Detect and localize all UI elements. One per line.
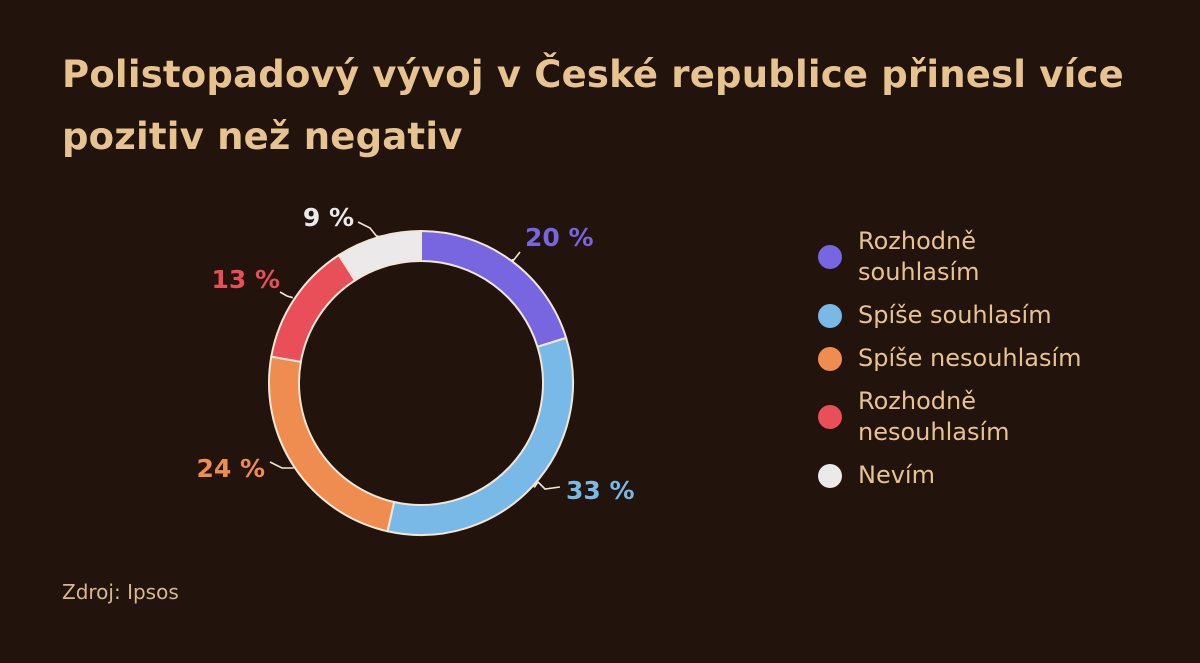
donut-slice-3 bbox=[268, 355, 396, 533]
leader-line-4 bbox=[279, 291, 294, 299]
legend-swatch-1 bbox=[818, 245, 842, 269]
leader-line-1 bbox=[511, 251, 521, 263]
chart-title: Polistopadový vývoj v České republice př… bbox=[62, 53, 1124, 158]
data-label-1: 20 % bbox=[525, 223, 594, 252]
data-label-4: 13 % bbox=[211, 265, 280, 294]
legend-item-2: Spíše souhlasím bbox=[818, 300, 1188, 331]
legend-item-3: Spíše nesouhlasím bbox=[818, 343, 1188, 374]
donut-slice-5 bbox=[337, 229, 422, 282]
legend-swatch-5 bbox=[818, 463, 842, 488]
legend-swatch-2 bbox=[818, 303, 842, 328]
legend-swatch-4 bbox=[818, 405, 842, 429]
leader-line-2 bbox=[533, 480, 561, 490]
data-label-3: 24 % bbox=[196, 454, 265, 483]
source-note: Zdroj: Ipsos bbox=[62, 580, 179, 604]
legend-item-1: Rozhodně souhlasím bbox=[818, 226, 1188, 288]
legend-item-4: Rozhodně nesouhlasím bbox=[818, 386, 1188, 448]
leader-line-3 bbox=[269, 461, 295, 469]
legend-item-5: Nevím bbox=[818, 460, 1188, 491]
donut-slice-2 bbox=[386, 336, 574, 536]
chart-legend: Rozhodně souhlasím Spíše souhlasím Spíše n… bbox=[818, 226, 1188, 503]
leader-line-5 bbox=[357, 221, 380, 241]
data-label-2: 33 % bbox=[566, 476, 635, 505]
legend-label-4: Rozhodně nesouhlasím bbox=[858, 387, 1010, 446]
legend-label-5: Nevím bbox=[858, 461, 935, 489]
legend-label-1: Rozhodně souhlasím bbox=[858, 227, 980, 286]
legend-swatch-3 bbox=[818, 346, 842, 371]
legend-label-3: Spíše nesouhlasím bbox=[858, 344, 1082, 372]
legend-label-2: Spíše souhlasím bbox=[858, 301, 1052, 329]
donut-slice-4 bbox=[270, 253, 357, 363]
data-label-5: 9 % bbox=[303, 203, 354, 232]
